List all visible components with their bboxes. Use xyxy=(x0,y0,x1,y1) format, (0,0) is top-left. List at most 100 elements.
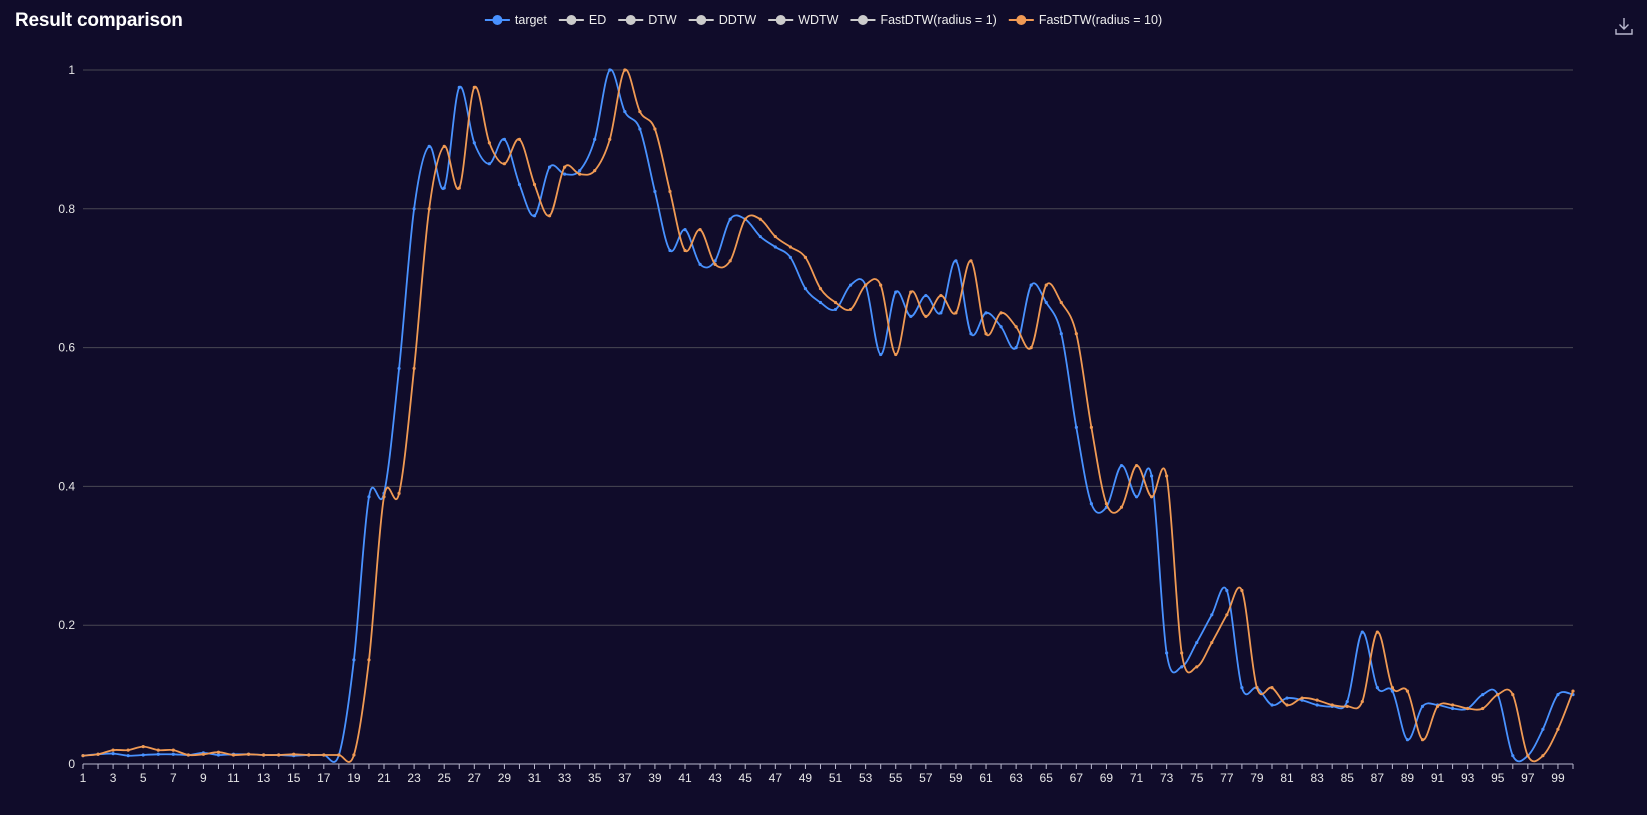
data-point xyxy=(1541,727,1545,731)
data-point xyxy=(186,753,190,757)
x-tick-label: 13 xyxy=(257,771,271,785)
data-point xyxy=(1375,630,1379,634)
data-point xyxy=(864,283,868,287)
series-line-target xyxy=(82,69,1574,763)
x-tick-label: 39 xyxy=(648,771,662,785)
data-point xyxy=(1541,754,1545,758)
data-point xyxy=(1210,613,1214,617)
data-point xyxy=(457,186,461,190)
data-point xyxy=(653,127,657,131)
data-point xyxy=(848,307,853,312)
data-point xyxy=(1165,474,1169,478)
legend-item-target[interactable]: target xyxy=(484,13,547,27)
data-point xyxy=(879,283,883,287)
data-point xyxy=(1225,588,1229,593)
data-point xyxy=(1195,640,1199,645)
data-point xyxy=(1511,754,1515,758)
series-fastdtw-radius-10 xyxy=(81,68,1575,763)
data-point xyxy=(457,85,461,89)
legend-item-fastdtw-radius-10[interactable]: FastDTW(radius = 10) xyxy=(1008,13,1162,27)
data-point xyxy=(939,293,943,298)
data-point xyxy=(1149,474,1154,478)
x-tick-label: 85 xyxy=(1341,771,1355,785)
data-point xyxy=(593,169,597,173)
data-point xyxy=(1360,630,1364,634)
data-point xyxy=(608,68,612,72)
data-point xyxy=(216,753,221,757)
data-point xyxy=(1315,698,1319,702)
data-point xyxy=(1496,693,1500,697)
data-point xyxy=(848,283,853,287)
data-point xyxy=(547,214,552,218)
x-tick-label: 27 xyxy=(468,771,482,785)
data-point xyxy=(1315,703,1319,707)
legend-item-ed[interactable]: ED xyxy=(558,13,606,27)
legend-item-dtw[interactable]: DTW xyxy=(618,13,677,27)
x-tick-label: 33 xyxy=(558,771,572,785)
x-tick-label: 15 xyxy=(287,771,301,785)
data-point xyxy=(1360,699,1364,704)
data-point xyxy=(1435,704,1440,708)
data-point xyxy=(608,137,612,141)
x-tick-label: 61 xyxy=(979,771,993,785)
data-point xyxy=(472,141,476,145)
data-point xyxy=(1029,346,1033,350)
data-point xyxy=(984,311,988,315)
data-point xyxy=(352,753,356,757)
data-point xyxy=(1029,283,1033,287)
data-point xyxy=(382,495,386,499)
data-point xyxy=(1134,463,1139,468)
data-point xyxy=(683,228,687,232)
data-point xyxy=(1270,686,1274,690)
download-icon[interactable] xyxy=(1614,16,1634,36)
data-point xyxy=(563,165,567,169)
data-point xyxy=(788,255,792,259)
x-tick-label: 51 xyxy=(829,771,843,785)
data-point xyxy=(668,248,672,253)
data-point xyxy=(894,352,898,357)
y-tick-label: 0.4 xyxy=(58,479,75,493)
data-point xyxy=(1481,706,1485,711)
y-tick-label: 0.6 xyxy=(58,341,75,355)
legend-item-ddtw[interactable]: DDTW xyxy=(688,13,757,27)
legend-item-fastdtw-radius-1[interactable]: FastDTW(radius = 1) xyxy=(850,13,997,27)
x-tick-label: 5 xyxy=(140,771,147,785)
series-line-fastdtw-radius-10 xyxy=(82,69,1574,763)
series-lines xyxy=(81,68,1575,763)
data-point xyxy=(262,753,266,757)
data-point xyxy=(713,262,717,266)
series-target xyxy=(81,68,1575,763)
data-point xyxy=(487,141,491,145)
x-tick-label: 63 xyxy=(1009,771,1023,785)
y-tick-label: 0 xyxy=(68,757,75,771)
legend-dot-icon xyxy=(566,15,577,25)
data-point xyxy=(171,748,175,752)
x-tick-label: 83 xyxy=(1310,771,1324,785)
data-point xyxy=(1405,689,1410,693)
x-tick-label: 77 xyxy=(1220,771,1234,785)
x-tick-label: 9 xyxy=(200,771,207,785)
data-point xyxy=(547,165,552,169)
data-point xyxy=(1165,651,1169,655)
legend-item-wdtw[interactable]: WDTW xyxy=(768,13,839,27)
data-point xyxy=(909,290,913,294)
data-point xyxy=(954,311,958,315)
data-point xyxy=(1195,665,1199,669)
data-point xyxy=(1571,689,1575,693)
legend-label: DTW xyxy=(648,13,677,27)
x-tick-label: 69 xyxy=(1100,771,1114,785)
data-point xyxy=(698,262,702,266)
x-tick-label: 79 xyxy=(1250,771,1264,785)
x-tick-label: 37 xyxy=(618,771,632,785)
y-tick-label: 1 xyxy=(68,63,75,77)
data-point xyxy=(1420,704,1425,708)
data-point xyxy=(231,753,236,757)
x-tick-label: 35 xyxy=(588,771,602,785)
data-point xyxy=(397,366,401,371)
data-point xyxy=(156,748,160,752)
data-point xyxy=(1420,738,1425,742)
data-point xyxy=(623,68,627,72)
data-point xyxy=(472,85,476,89)
x-tick-label: 23 xyxy=(407,771,421,785)
legend-label: ED xyxy=(589,13,606,27)
